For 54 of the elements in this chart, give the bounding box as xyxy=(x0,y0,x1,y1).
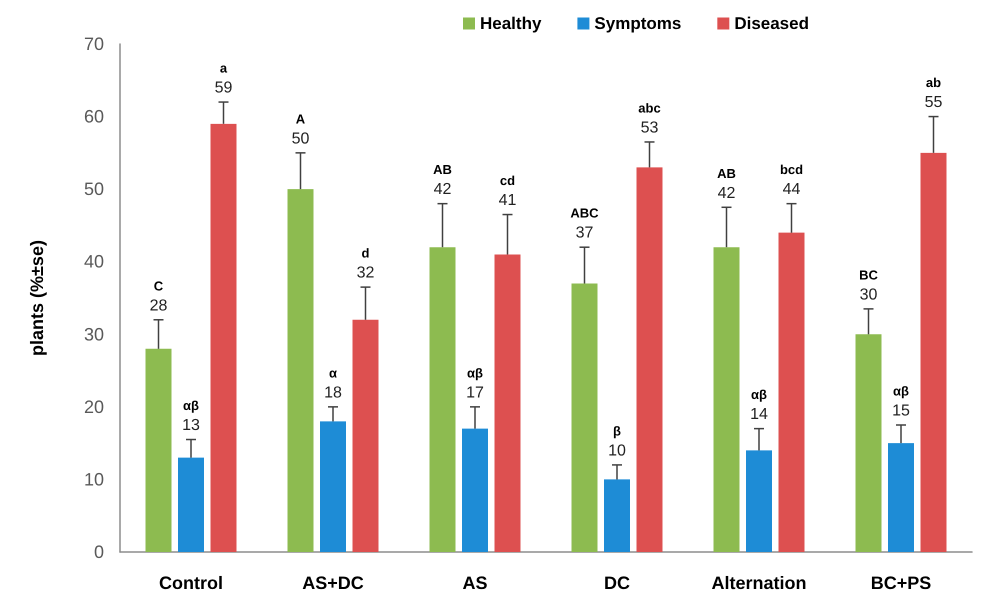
bar xyxy=(430,247,456,552)
x-tick-label: Control xyxy=(159,573,223,593)
y-tick-label: 70 xyxy=(84,34,104,54)
legend-label: Healthy xyxy=(480,14,542,33)
bar xyxy=(146,348,172,552)
bar xyxy=(352,320,378,552)
data-label: αβ 13 xyxy=(182,398,200,434)
data-label: abc 53 xyxy=(638,100,661,136)
x-tick-label: AS xyxy=(462,573,488,593)
bar xyxy=(462,428,488,552)
x-tick-label: Alternation xyxy=(711,573,807,593)
bar xyxy=(604,479,630,552)
y-tick-label: 40 xyxy=(84,252,104,272)
data-label: AB 42 xyxy=(717,166,736,202)
bar xyxy=(320,421,346,552)
x-tick-label: DC xyxy=(604,573,630,593)
y-tick-label: 10 xyxy=(84,469,104,490)
x-tick-label: AS+DC xyxy=(302,573,364,593)
y-tick-label: 50 xyxy=(84,179,104,200)
bar xyxy=(856,334,882,552)
data-label: αβ 14 xyxy=(750,387,768,424)
bar xyxy=(920,152,946,552)
data-label: bcd 44 xyxy=(780,162,804,198)
data-label: β 10 xyxy=(608,423,626,460)
bar xyxy=(572,283,598,552)
data-label: αβ 15 xyxy=(892,384,910,420)
y-tick-label: 20 xyxy=(84,396,104,417)
y-tick-label: 30 xyxy=(84,324,104,344)
bar xyxy=(178,458,204,552)
data-label: cd 41 xyxy=(498,173,516,210)
y-tick-label: 0 xyxy=(94,542,104,562)
bar xyxy=(210,124,236,552)
legend-label: Symptoms xyxy=(594,14,682,33)
bar xyxy=(494,254,520,552)
y-axis-title: plants (%±se) xyxy=(27,240,47,356)
bar xyxy=(746,450,772,552)
bar xyxy=(888,443,914,552)
bar xyxy=(778,232,804,552)
data-label: αβ 17 xyxy=(466,365,484,402)
data-label: d 32 xyxy=(356,246,374,282)
data-label: AB 42 xyxy=(433,162,452,198)
x-tick-label: BC+PS xyxy=(870,573,932,593)
bar xyxy=(288,189,314,552)
data-label: BC 30 xyxy=(859,267,878,304)
y-tick-label: 60 xyxy=(84,106,104,127)
bar xyxy=(636,167,662,552)
legend-label: Diseased xyxy=(734,14,809,33)
data-label: ABC 37 xyxy=(570,206,600,242)
data-label: a 59 xyxy=(214,60,232,97)
data-label: C 28 xyxy=(150,278,168,314)
data-label: α 18 xyxy=(324,365,342,402)
data-label: ab 55 xyxy=(924,75,942,112)
data-label: A 50 xyxy=(292,111,310,148)
bar xyxy=(714,247,740,552)
